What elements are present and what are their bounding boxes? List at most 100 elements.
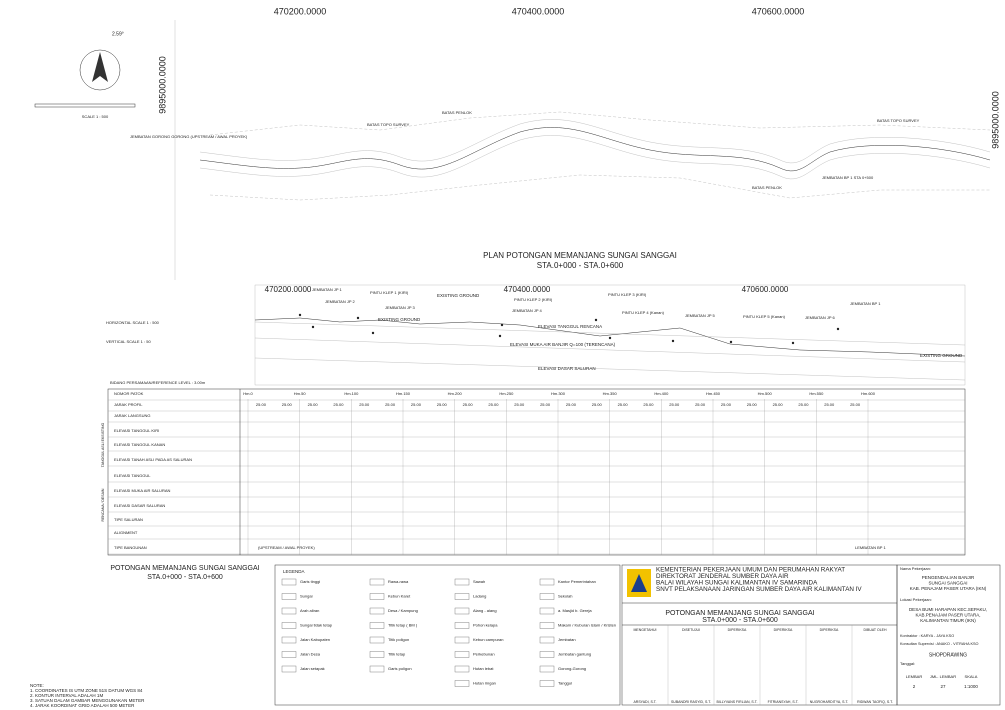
legend-symbol xyxy=(539,636,555,644)
north-label: 2.59° xyxy=(112,31,124,37)
section-subtitle: STA.0+000 - STA.0+600 xyxy=(147,574,223,581)
grid-coordinate: 470400.0000 xyxy=(512,6,565,16)
profile-frame xyxy=(254,284,966,386)
legend-symbol xyxy=(454,651,470,658)
structure-label: JEMBATAN JP 4 xyxy=(512,308,543,313)
patok-label: Hm.150 xyxy=(396,391,411,396)
structure-label: PINTU KLEP 3 (KIRI) xyxy=(608,292,647,297)
row-label: ELEVASI MUKA AIR SALURAN xyxy=(114,488,171,493)
logo-mark xyxy=(631,574,647,592)
distance-label: 25.00 xyxy=(747,402,758,407)
legend-symbol xyxy=(369,622,385,629)
legend-box xyxy=(274,564,621,706)
distance-label: 25.00 xyxy=(695,402,706,407)
patok-label: Hm.400 xyxy=(654,391,669,396)
distance-label: 25.00 xyxy=(463,402,474,407)
patok-label: Hm.50 xyxy=(294,391,307,396)
plan-view xyxy=(34,20,991,280)
structure-label: PINTU KLEP 2 (KIRI) xyxy=(514,297,553,302)
consultant: Konsultan Supervisi : ANAKO - VITRAHA KS… xyxy=(900,642,979,646)
legend-label: Sekolah xyxy=(558,594,572,599)
structure-marker xyxy=(498,334,502,338)
legend-symbol xyxy=(539,665,555,673)
legend-symbol xyxy=(454,636,470,644)
plan-annotation: BATAS TOPO SURVEY xyxy=(367,122,410,127)
row-label: TIPE SALURAN xyxy=(114,517,143,522)
row-group: TANGGUL ASLI EKSISTING xyxy=(101,422,105,467)
legend-symbol xyxy=(539,622,555,629)
legend-title: LEGENDA xyxy=(283,569,305,574)
legend-label: Desa / Kampung xyxy=(388,608,418,613)
north-arrow xyxy=(79,49,121,91)
structure-marker xyxy=(671,339,675,343)
profile-view xyxy=(107,284,966,556)
legend-symbol xyxy=(281,622,297,629)
profile-line-label: ELEVASI TANGGUL RENCANA xyxy=(538,324,602,329)
distance-label: 25.00 xyxy=(359,402,370,407)
sheet-head: JML. LEMBAR xyxy=(930,674,956,679)
north-arrow-needle xyxy=(92,52,108,82)
distance-label: 25.00 xyxy=(850,402,861,407)
legend-label: Alang - alang xyxy=(473,608,497,613)
legend-label: Sungai xyxy=(300,594,313,599)
role: DIBUAT OLEH xyxy=(863,628,886,632)
legend-label: Jembatan xyxy=(558,637,576,642)
sheet-head: SKALA xyxy=(965,674,978,679)
note: 1. COORDINATES IS UTM ZONE 51S DATUM WGS… xyxy=(30,688,143,693)
structure-type: LEMBATAN BP 1 xyxy=(855,545,886,550)
legend-label: Hutan lebat xyxy=(473,666,494,671)
row-label: ELEVASI DASAR SALURAN xyxy=(114,503,165,508)
role: MENGETAHUI xyxy=(633,628,656,632)
legend-symbol xyxy=(281,607,297,615)
structure-marker xyxy=(356,316,360,320)
profile-coordinate: 470400.0000 xyxy=(504,285,551,294)
plan-annotation: JEMBATAN BP 1 STA 0+500 xyxy=(822,175,874,180)
structure-label: JEMBATAN JP 1 xyxy=(312,287,343,292)
grid-coordinate: 9895000.0000 xyxy=(157,56,167,114)
patok-label: Hm.600 xyxy=(861,391,876,396)
distance-label: 25.00 xyxy=(411,402,422,407)
signer: FITRIANSYAH, S.T. xyxy=(768,700,799,704)
legend-label: Kebun campuran xyxy=(473,637,503,642)
legend-label: Jembatan gantung xyxy=(558,652,591,657)
structure-marker xyxy=(836,327,840,331)
distance-label: 25.00 xyxy=(669,402,680,407)
legend-label: Kebun Karet xyxy=(388,594,411,599)
role: DIPERIKSA xyxy=(774,628,793,632)
channel-bottom-line xyxy=(254,357,966,381)
legend-label: Jalan Kabupaten xyxy=(300,637,330,642)
distance-label: 25.00 xyxy=(566,402,577,407)
legend-label: Ladang xyxy=(473,594,486,599)
row-label: ELEVASI TANGGUL KANAN xyxy=(114,442,165,447)
profile-coordinate: 470600.0000 xyxy=(742,285,789,294)
river xyxy=(199,127,991,172)
signer: BILLYVANS FIRLIAN, S.T. xyxy=(717,700,758,704)
grid-coordinate: 470200.0000 xyxy=(274,6,327,16)
signer: SUBANDRI RASYID, S.T. xyxy=(671,700,711,704)
structure-marker xyxy=(371,331,375,335)
agency-line: DIREKTORAT JENDERAL SUMBER DAYA AIR xyxy=(656,573,789,580)
structure-marker xyxy=(311,325,315,329)
legend-label: Makam / Kuburan Islam / Kristen xyxy=(558,623,616,628)
project-panel xyxy=(896,564,1001,706)
legend-symbol xyxy=(281,636,297,644)
legend-symbol xyxy=(454,680,470,687)
legend-symbol xyxy=(369,665,385,673)
grid-coordinate: 9895000.0000 xyxy=(990,91,1000,149)
legend-symbol xyxy=(454,593,470,600)
legend-symbol xyxy=(281,593,297,600)
sheet-value: 1:1000 xyxy=(964,684,978,689)
reference-level: BIDANG PERSAMAAN/REFERENCE LEVEL : 3.00m xyxy=(110,380,206,385)
note: 2. KONTUR INTERVAL ADALAH 1M xyxy=(30,693,103,698)
note: 4. JARAK KOORDINAT GRID ADALAH 500 METER xyxy=(30,703,135,708)
plan-annotation: BATAS PENLOK xyxy=(752,185,782,190)
legend-symbol xyxy=(454,622,470,629)
patok-label: Hm.350 xyxy=(603,391,618,396)
survey-boundary xyxy=(209,174,990,201)
scale-label: HORIZONTAL SCALE 1 : 500 xyxy=(106,320,160,325)
river-bank xyxy=(199,119,991,164)
structure-marker xyxy=(298,313,302,317)
structure-marker xyxy=(608,336,612,340)
distance-label: 25.00 xyxy=(514,402,525,407)
scale-bar xyxy=(34,103,136,108)
